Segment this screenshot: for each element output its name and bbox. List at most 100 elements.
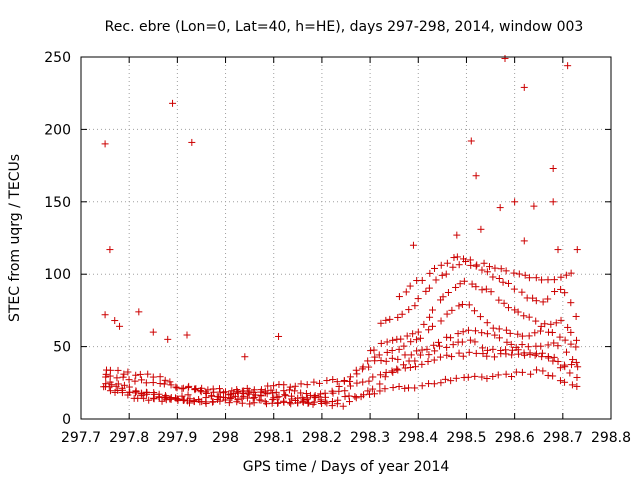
data-point [405,306,413,314]
data-point [333,400,341,408]
data-point [161,392,169,400]
data-point [573,246,581,254]
data-point [414,295,422,303]
data-point [551,288,559,296]
data-point [561,336,569,344]
data-point [305,399,313,407]
data-point [416,334,424,342]
data-point [472,262,480,270]
data-point [532,274,540,282]
data-point [567,328,575,336]
data-point [531,329,539,337]
data-point [518,368,526,376]
data-point [460,277,468,285]
data-point [136,370,144,378]
data-point [572,343,580,351]
data-point [116,322,124,330]
x-tick-label: 298.6 [495,430,535,446]
data-point [346,373,354,381]
data-point [506,329,514,337]
data-point [140,394,148,402]
data-point [443,259,451,267]
data-point [280,381,288,389]
data-point [111,317,119,325]
data-point [353,379,361,387]
data-point [491,264,499,272]
y-tick-label: 200 [44,122,71,138]
data-point [455,349,463,357]
data-point [395,293,403,301]
data-point [394,366,402,374]
data-point [261,387,269,395]
data-point [532,297,540,305]
data-point [389,384,397,392]
data-point [359,363,367,371]
data-point [443,310,451,318]
data-point [210,388,218,396]
data-point [169,99,177,107]
data-point [569,356,577,364]
data-point [388,367,396,375]
data-point [533,366,541,374]
data-point [180,396,188,404]
data-point [452,374,460,382]
data-point [436,353,444,361]
data-point [345,398,353,406]
data-point [424,358,432,366]
data-point [377,319,385,327]
data-point [418,346,426,354]
data-point [464,326,472,334]
data-point [426,313,434,321]
data-point [383,348,391,356]
chart-title: Rec. ebre (Lon=0, Lat=40, h=HE), days 29… [105,19,584,35]
data-point [428,322,436,330]
data-point [550,276,558,284]
data-point [538,276,546,284]
data-point [167,381,175,389]
data-point [497,346,505,354]
data-point [403,332,411,340]
data-point [459,352,467,360]
data-point [397,335,405,343]
data-point [364,387,372,395]
x-tick-label: 298 [212,430,239,446]
data-point [472,283,480,291]
data-point [335,382,343,390]
data-point [573,373,581,381]
data-point [414,328,422,336]
x-tick-label: 298.1 [254,430,294,446]
y-tick-label: 100 [44,267,71,283]
data-point [437,317,445,325]
data-point [443,351,451,359]
data-point [106,246,114,254]
data-point [447,377,455,385]
data-point [388,346,396,354]
data-point [471,338,479,346]
data-point [478,266,486,274]
data-point [196,387,204,395]
data-point [269,395,277,403]
data-point [381,373,389,381]
data-point [505,304,513,312]
data-point [150,389,158,397]
data-point [288,392,296,400]
data-point [255,396,263,404]
data-point [114,380,122,388]
axis-ticks [80,56,612,420]
data-point [483,319,491,327]
data-point [149,373,157,381]
data-point [257,388,265,396]
data-point [477,225,485,233]
data-point [530,202,538,210]
data-point [453,253,461,261]
data-point [317,396,325,404]
data-point [502,370,510,378]
data-point [557,273,565,281]
data-point [328,402,336,410]
data-point [274,399,282,407]
data-point [299,398,307,406]
data-point [465,301,473,309]
data-point [544,295,552,303]
data-point [502,346,510,354]
data-point [329,376,337,384]
